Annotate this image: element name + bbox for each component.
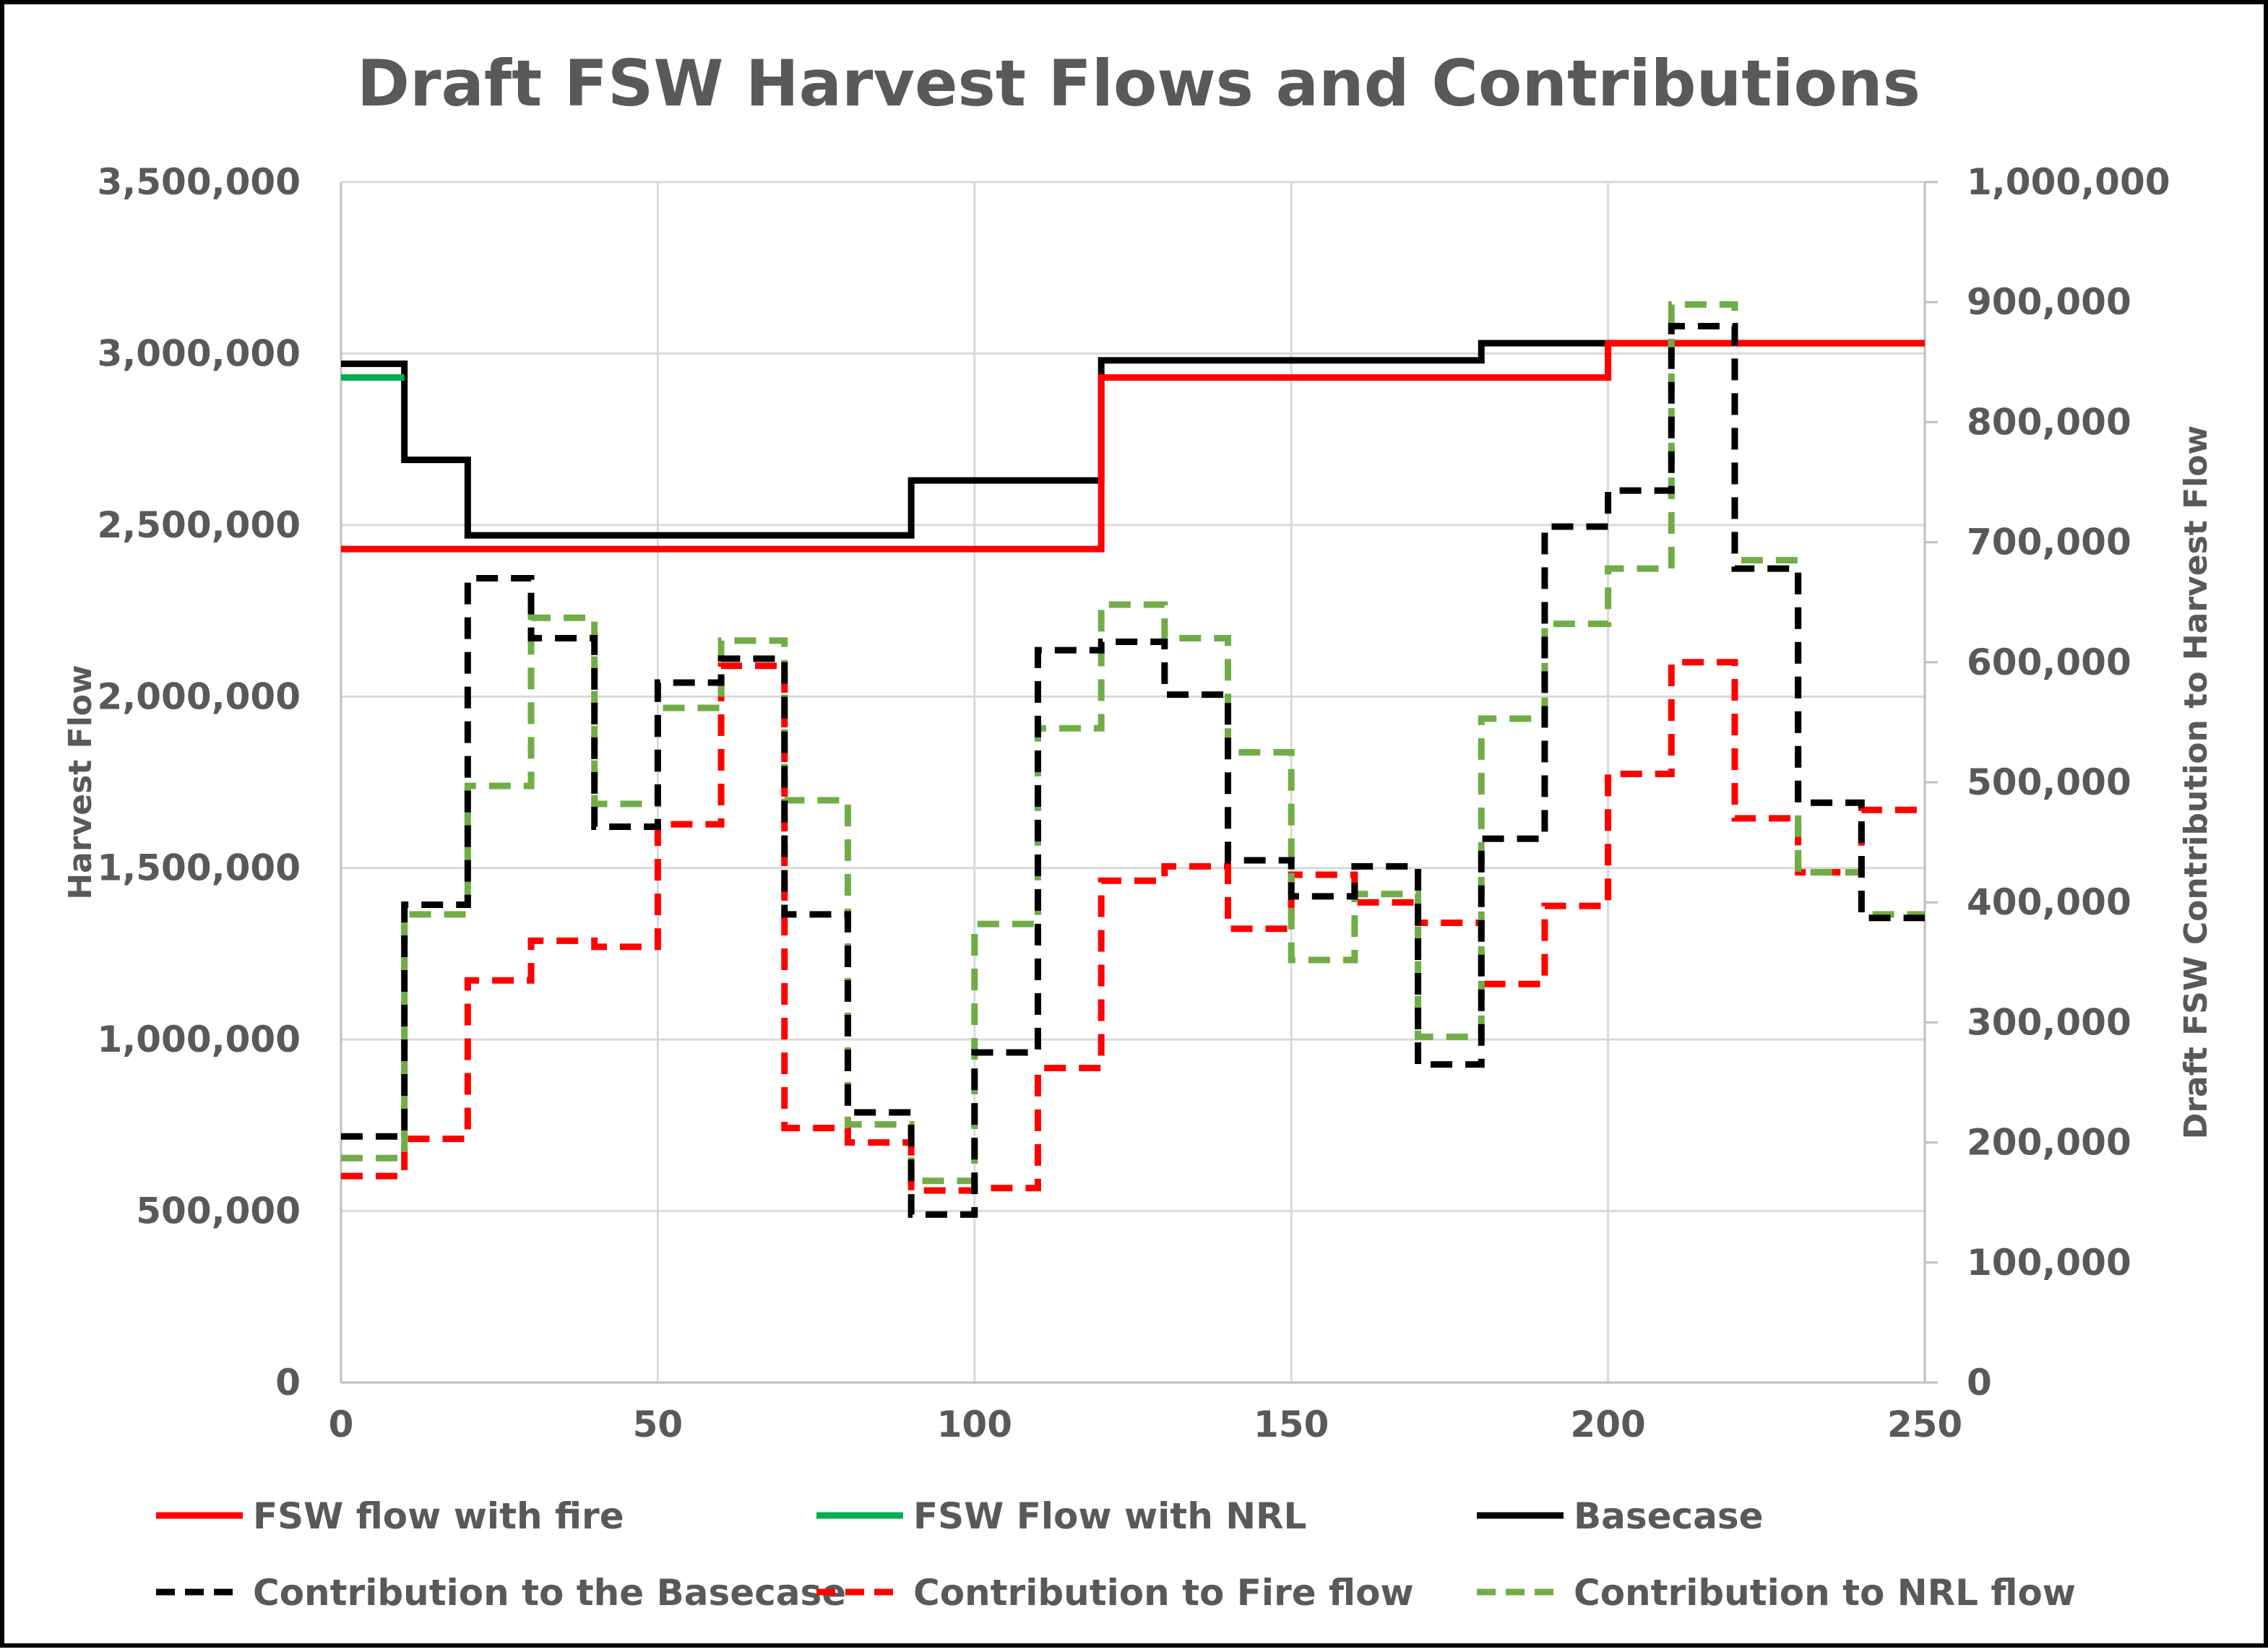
y-tick-label-2: 1,000,000 bbox=[97, 1019, 301, 1060]
chart-title: Draft FSW Harvest Flows and Contribution… bbox=[357, 46, 1920, 121]
series-line-fsw-flow-with-fire bbox=[341, 340, 1925, 553]
legend: FSW flow with fire FSW Flow with NRL Basec… bbox=[156, 1495, 2076, 1614]
series-line-contribution-to-the-basecase bbox=[341, 322, 1925, 1218]
y2-tick-label-6: 600,000 bbox=[1967, 641, 2131, 683]
legend-label-contribution-to-the-basecase: Contribution to the Basecase bbox=[253, 1572, 846, 1614]
series-line-basecase bbox=[341, 340, 1925, 539]
legend-label-fsw-flow-with-nrl: FSW Flow with NRL bbox=[913, 1495, 1306, 1537]
y-tick-label-0: 0 bbox=[275, 1362, 301, 1404]
plot-series bbox=[341, 301, 1925, 1218]
y2-tick-label-8: 800,000 bbox=[1967, 401, 2131, 443]
y2-tick-label-3: 300,000 bbox=[1967, 1001, 2131, 1043]
series-line-contribution-to-nrl-flow bbox=[341, 301, 1925, 1185]
x-tick-label-2: 100 bbox=[937, 1404, 1012, 1445]
y2-tick-label-2: 200,000 bbox=[1967, 1122, 2131, 1164]
x-tick-label-4: 200 bbox=[1570, 1404, 1645, 1445]
legend-label-fsw-flow-with-fire: FSW flow with fire bbox=[253, 1495, 624, 1537]
axes bbox=[340, 181, 1938, 1384]
y2-tick-label-1: 100,000 bbox=[1967, 1242, 2131, 1284]
y2-tick-label-10: 1,000,000 bbox=[1967, 161, 2170, 203]
y-tick-label-4: 2,000,000 bbox=[97, 675, 301, 717]
y2-tick-label-4: 400,000 bbox=[1967, 881, 2131, 923]
legend-label-contribution-to-nrl-flow: Contribution to NRL flow bbox=[1574, 1572, 2076, 1614]
x-tick-label-1: 50 bbox=[633, 1404, 684, 1445]
y-tick-label-7: 3,500,000 bbox=[97, 161, 301, 203]
y-tick-label-6: 3,000,000 bbox=[97, 332, 301, 374]
y-tick-label-1: 500,000 bbox=[136, 1190, 301, 1232]
y-tick-label-3: 1,500,000 bbox=[97, 847, 301, 889]
series-line-contribution-to-fire-flow bbox=[341, 659, 1925, 1194]
chart-svg: Draft FSW Harvest Flows and Contribution… bbox=[62, 46, 2215, 1614]
x-tick-label-5: 250 bbox=[1887, 1404, 1962, 1445]
tick-labels: 0 500,000 1,000,000 1,500,000 2,000,000 2,500… bbox=[97, 161, 2170, 1445]
legend-label-basecase: Basecase bbox=[1574, 1495, 1764, 1537]
legend-label-contribution-to-fire-flow: Contribution to Fire flow bbox=[913, 1572, 1414, 1614]
y2-tick-label-5: 500,000 bbox=[1967, 761, 2131, 803]
y-tick-label-5: 2,500,000 bbox=[97, 504, 301, 546]
y2-tick-label-0: 0 bbox=[1967, 1362, 1992, 1404]
x-tick-label-3: 150 bbox=[1254, 1404, 1329, 1445]
x-tick-label-0: 0 bbox=[329, 1404, 354, 1445]
y2-axis-title: Draft FSW Contribution to Harvest Flow bbox=[2178, 425, 2215, 1139]
y-axis-title: Harvest Flow bbox=[62, 665, 99, 899]
y2-tick-label-7: 700,000 bbox=[1967, 522, 2131, 563]
y2-tick-label-9: 900,000 bbox=[1967, 281, 2131, 323]
